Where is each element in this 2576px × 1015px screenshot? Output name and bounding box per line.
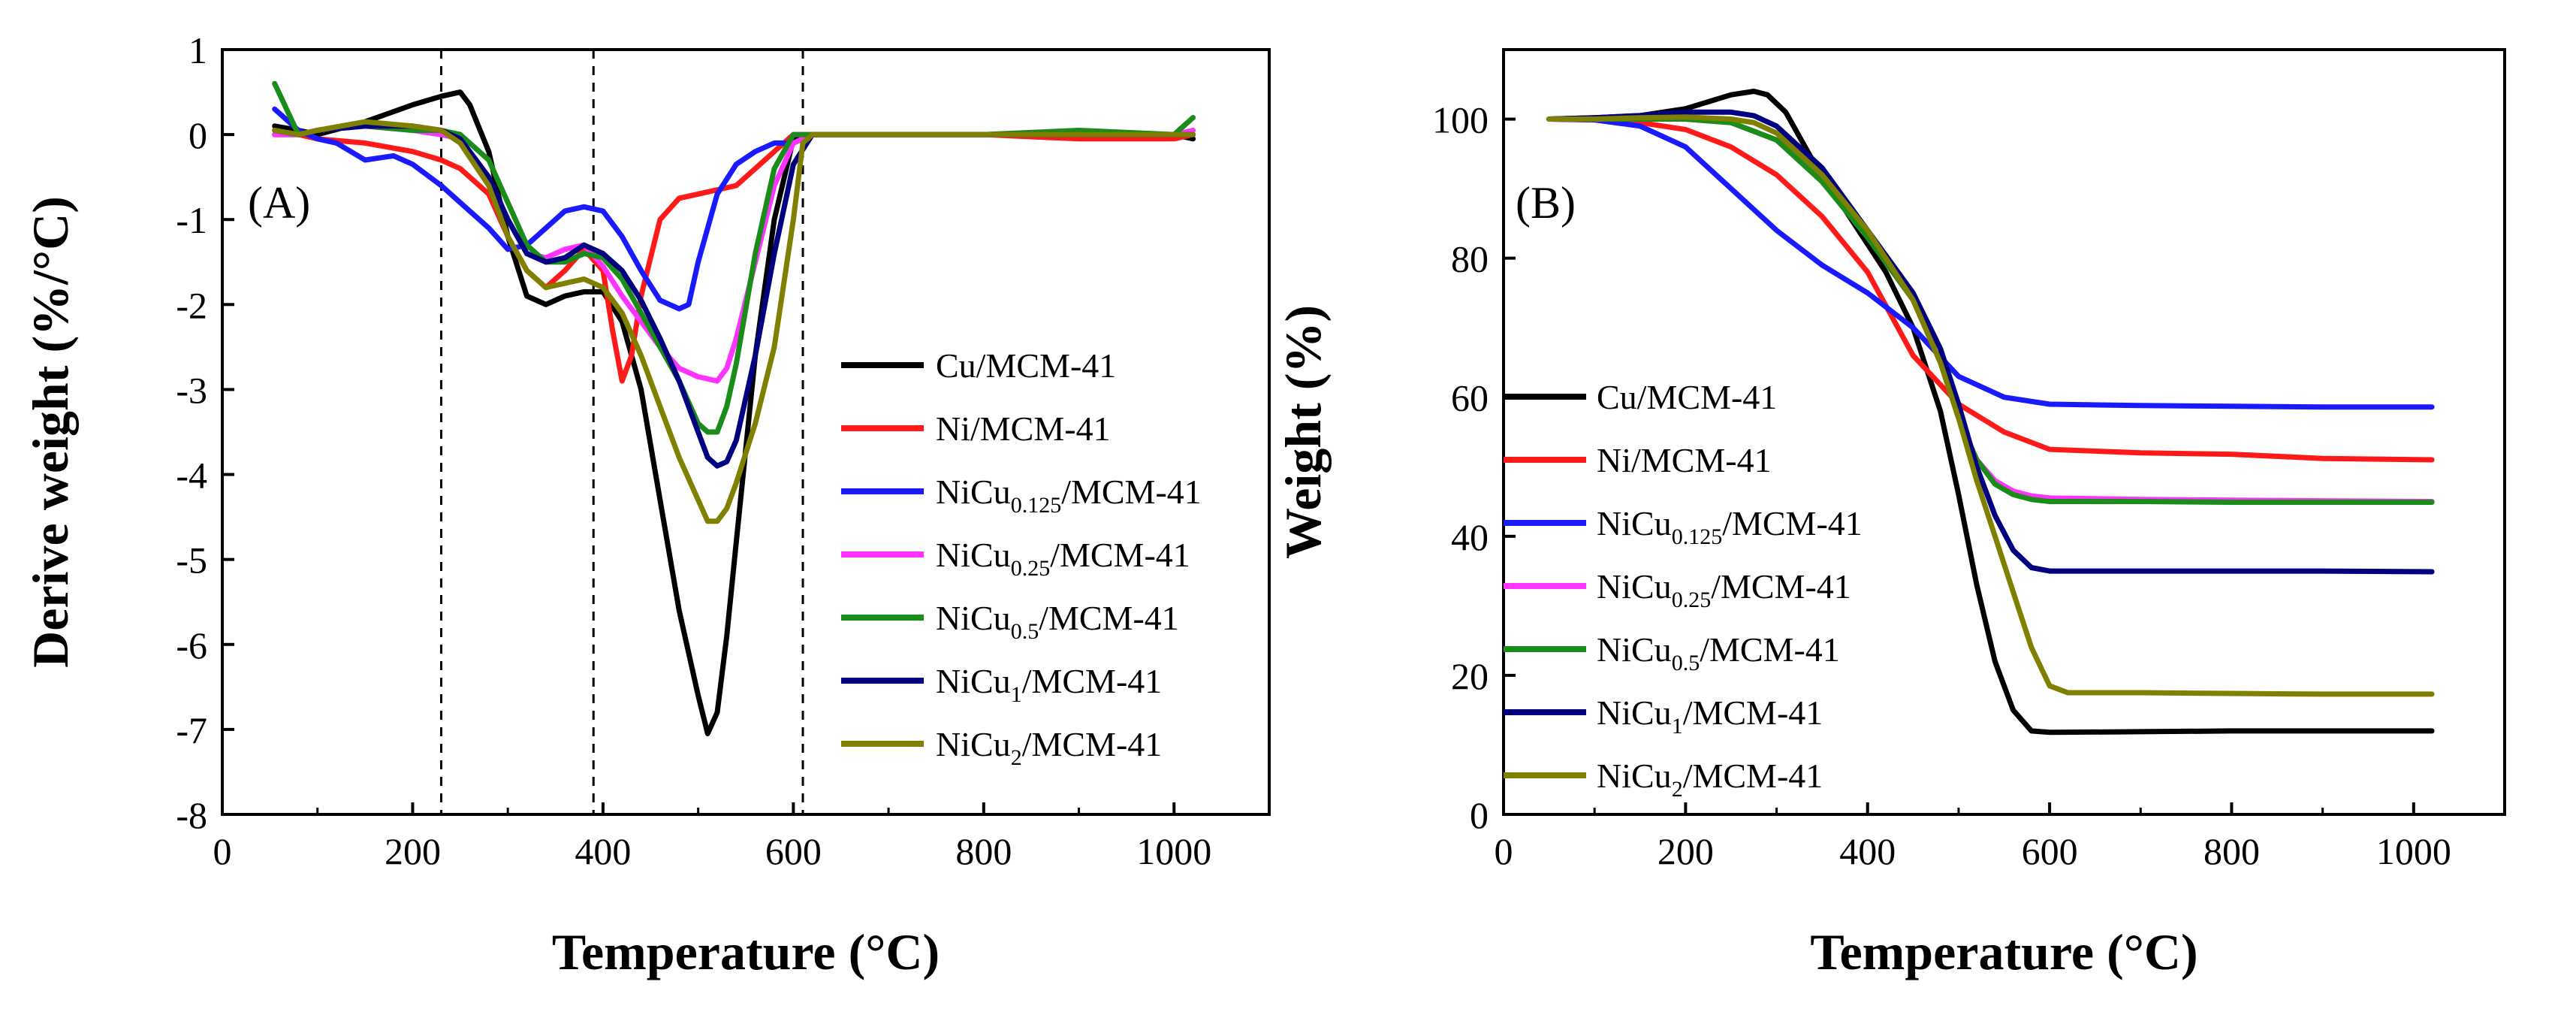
legend-label: Cu/MCM-41 [1597, 378, 1777, 416]
panel-a-y-tick-label: -5 [176, 539, 207, 582]
legend-subscript: 0.5 [1672, 651, 1700, 675]
legend-text: NiCu [1597, 504, 1672, 542]
panel-a-y-tick-label: -3 [176, 369, 207, 411]
legend-text: /MCM-41 [1722, 504, 1863, 542]
legend-label: NiCu0.25/MCM-41 [1597, 567, 1851, 612]
legend-text: /MCM-41 [1022, 662, 1163, 700]
panel-b-x-tick-label: 400 [1839, 830, 1896, 872]
panel-b-y-tick-label: 100 [1432, 99, 1489, 141]
panel-a-panel-label: (A) [248, 178, 310, 228]
panel-a-x-tick-label: 1000 [1136, 830, 1211, 872]
panel-a-x-tick-label: 600 [765, 830, 822, 872]
legend-subscript: 0.125 [1011, 493, 1062, 518]
legend-text: /MCM-41 [1700, 630, 1840, 669]
legend-label: NiCu0.5/MCM-41 [1597, 630, 1840, 675]
panel-a-y-axis-title: Derive weight (%/°C) [22, 196, 79, 668]
legend-text: NiCu [1597, 567, 1672, 606]
panel-b-y-axis-title: Weight (%) [1274, 305, 1332, 559]
panel-b-y-tick-label: 60 [1451, 377, 1489, 419]
panel-b-panel-label: (B) [1516, 178, 1576, 228]
panel-b-x-tick-label: 800 [2203, 830, 2260, 872]
legend-label: NiCu2/MCM-41 [936, 725, 1162, 770]
panel-b-x-tick-label: 1000 [2376, 830, 2451, 872]
legend-subscript: 1 [1011, 682, 1022, 707]
legend-label: NiCu0.125/MCM-41 [1597, 504, 1863, 549]
panel-a-x-tick-label: 800 [955, 830, 1012, 872]
legend-text: NiCu [936, 725, 1011, 763]
panel-a-plot-frame [221, 48, 1271, 816]
panel-b-y-tick-label: 0 [1470, 794, 1489, 836]
legend-text: /MCM-41 [1022, 725, 1163, 763]
legend-label: NiCu0.5/MCM-41 [936, 599, 1179, 644]
legend-text: /MCM-41 [1711, 567, 1851, 606]
legend-label: Ni/MCM-41 [1597, 441, 1772, 479]
panel-b-plot-frame [1502, 48, 2506, 816]
legend-label: Cu/MCM-41 [936, 346, 1116, 385]
legend-label: Ni/MCM-41 [936, 409, 1111, 448]
legend-text: NiCu [1597, 693, 1672, 732]
legend-label: NiCu1/MCM-41 [936, 662, 1162, 707]
panel-b-chart: 0 200 400 600 800 1000 0 20 40 60 80 100 Temperature… [1274, 48, 2506, 980]
legend-text: Cu/MCM-41 [1597, 378, 1777, 416]
panel-b-series-line-1 [1546, 116, 2435, 463]
legend-subscript: 0.5 [1011, 619, 1039, 644]
panel-b-y-tick-label: 20 [1451, 655, 1489, 697]
panel-a-series-line-6 [272, 119, 1196, 524]
legend-text: /MCM-41 [1061, 473, 1202, 511]
panel-b-x-tick-label: 600 [2022, 830, 2078, 872]
panel-a-y-tick-label: 0 [189, 114, 207, 156]
panel-a-x-axis-title: Temperature (°C) [552, 923, 940, 980]
panel-a-series-group [272, 80, 1196, 736]
panel-b-x-tick-label: 200 [1658, 830, 1714, 872]
legend-text: /MCM-41 [1683, 757, 1823, 795]
legend-text: NiCu [1597, 630, 1672, 669]
panel-b-x-axis-title: Temperature (°C) [1810, 923, 2197, 980]
panel-b-y-tick-label: 80 [1451, 238, 1489, 280]
legend-text: NiCu [936, 536, 1011, 574]
legend-text: Cu/MCM-41 [936, 346, 1116, 385]
legend-subscript: 2 [1011, 745, 1022, 770]
panel-a-chart: 0 200 400 600 800 1000 1 0 -1 -2 -3 -4 -5 -6 -7 -8 Tempe… [22, 29, 1271, 980]
panel-b-x-tick-label: 0 [1495, 830, 1513, 872]
legend-text: NiCu [1597, 757, 1672, 795]
legend-subscript: 0.25 [1672, 588, 1712, 612]
legend-text: /MCM-41 [1039, 599, 1179, 637]
panel-b-legend: Cu/MCM-41Ni/MCM-41NiCu0.125/MCM-41NiCu0.… [1504, 378, 1863, 802]
legend-text: /MCM-41 [1683, 693, 1823, 732]
panel-b-y-tick-label: 40 [1451, 516, 1489, 558]
legend-text: NiCu [936, 599, 1011, 637]
legend-label: NiCu0.25/MCM-41 [936, 536, 1190, 581]
legend-subscript: 2 [1672, 777, 1683, 802]
legend-text: Ni/MCM-41 [936, 409, 1111, 448]
legend-label: NiCu0.125/MCM-41 [936, 473, 1202, 518]
panel-b-series-group [1546, 89, 2435, 736]
panel-a-y-tick-label: 1 [189, 29, 207, 71]
panel-a-y-tick-label: -2 [176, 284, 207, 326]
legend-text: Ni/MCM-41 [1597, 441, 1772, 479]
legend-subscript: 1 [1672, 714, 1683, 739]
legend-text: NiCu [936, 662, 1011, 700]
legend-text: /MCM-41 [1050, 536, 1190, 574]
panel-a-y-tick-label: -4 [176, 455, 207, 497]
legend-subscript: 0.25 [1011, 556, 1051, 581]
panel-b-series-line-6 [1546, 114, 2435, 697]
panel-a-y-tick-label: -1 [176, 199, 207, 241]
panel-a-y-tick-label: -7 [176, 709, 207, 751]
panel-a-y-tick-label: -8 [176, 794, 207, 836]
legend-text: NiCu [936, 473, 1011, 511]
panel-b-series-line-5 [1546, 109, 2435, 575]
panel-a-legend: Cu/MCM-41Ni/MCM-41NiCu0.125/MCM-41NiCu0.… [841, 346, 1202, 770]
panel-a-y-tick-label: -6 [176, 624, 207, 666]
panel-a-x-tick-label: 400 [575, 830, 631, 872]
panel-b-series-line-2 [1546, 116, 2435, 410]
panel-a-x-tick-label: 0 [213, 830, 232, 872]
panel-a-x-tick-label: 200 [385, 830, 441, 872]
legend-label: NiCu2/MCM-41 [1597, 757, 1823, 802]
legend-label: NiCu1/MCM-41 [1597, 693, 1823, 739]
legend-subscript: 0.125 [1672, 524, 1723, 549]
